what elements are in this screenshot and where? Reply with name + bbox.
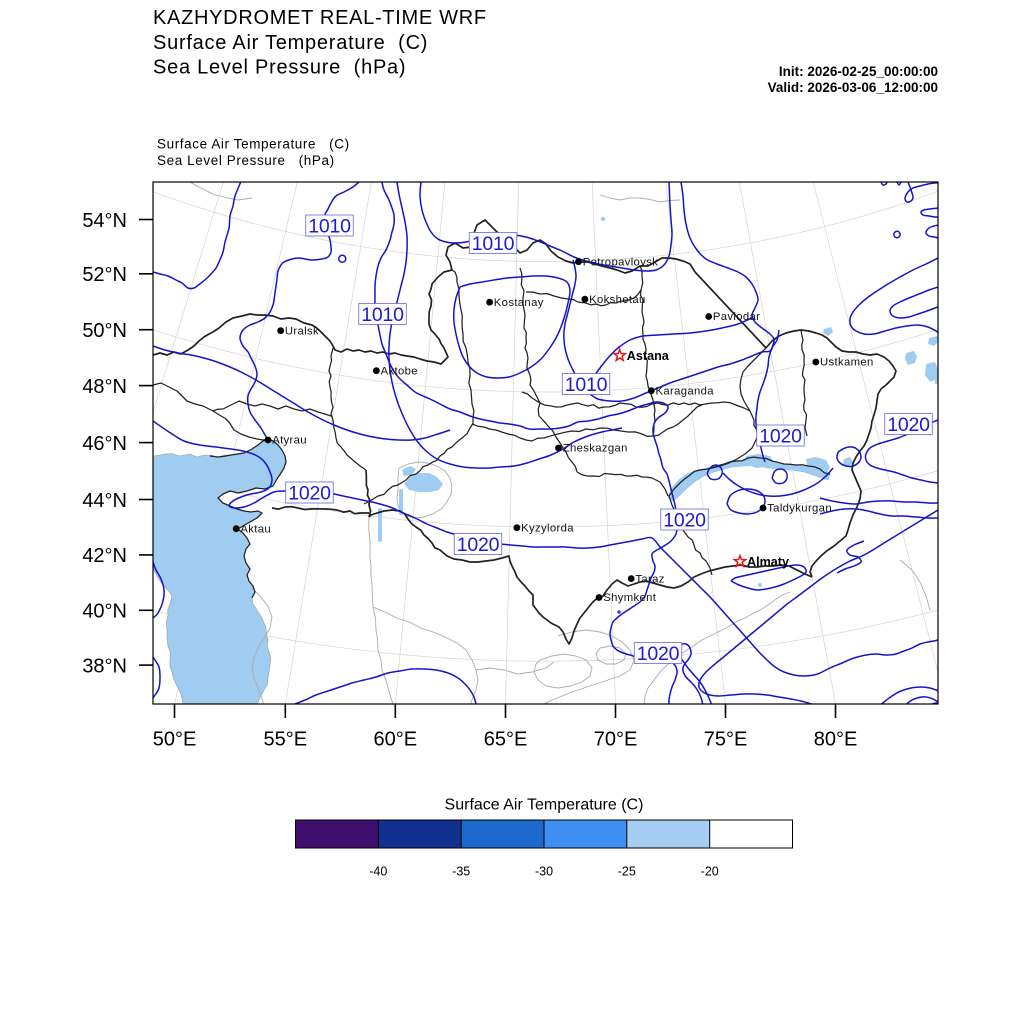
svg-text:-40: -40: [369, 865, 387, 879]
svg-text:1020: 1020: [457, 534, 500, 556]
svg-text:1020: 1020: [663, 510, 706, 532]
svg-text:Zheskazgan: Zheskazgan: [563, 443, 628, 455]
svg-text:46°N: 46°N: [82, 433, 127, 455]
svg-text:1020: 1020: [887, 414, 930, 436]
svg-text:Sea Level Pressure (hPa): Sea Level Pressure (hPa): [153, 57, 406, 79]
svg-text:1010: 1010: [308, 216, 351, 238]
svg-text:Kostanay: Kostanay: [494, 297, 544, 309]
svg-text:Petropavlovsk: Petropavlovsk: [583, 256, 659, 268]
svg-text:44°N: 44°N: [82, 490, 127, 512]
svg-text:Kokshetau: Kokshetau: [589, 294, 646, 306]
svg-text:Uralsk: Uralsk: [285, 325, 319, 337]
svg-text:Shymkent: Shymkent: [603, 592, 657, 604]
svg-text:50°E: 50°E: [153, 729, 197, 751]
svg-text:Init: 2026-02-25_00:00:00: Init: 2026-02-25_00:00:00: [779, 64, 938, 79]
svg-text:Aktau: Aktau: [240, 523, 271, 535]
svg-text:KAZHYDROMET REAL-TIME WRF: KAZHYDROMET REAL-TIME WRF: [153, 7, 487, 29]
svg-text:Surface Air Temperature (C): Surface Air Temperature (C): [445, 797, 644, 814]
svg-text:80°E: 80°E: [814, 729, 858, 751]
svg-text:75°E: 75°E: [704, 729, 748, 751]
svg-text:55°E: 55°E: [264, 729, 308, 751]
svg-text:Astana: Astana: [627, 349, 670, 363]
svg-text:Surface Air Temperature (C): Surface Air Temperature (C): [153, 32, 428, 54]
svg-text:-35: -35: [452, 865, 470, 879]
svg-text:Pavlodar: Pavlodar: [713, 311, 760, 323]
svg-text:40°N: 40°N: [82, 601, 127, 623]
svg-text:Taraz: Taraz: [635, 573, 664, 585]
svg-text:60°E: 60°E: [374, 729, 418, 751]
svg-text:48°N: 48°N: [82, 376, 127, 398]
svg-text:52°N: 52°N: [82, 264, 127, 286]
svg-text:1010: 1010: [472, 233, 515, 255]
svg-text:70°E: 70°E: [594, 729, 638, 751]
svg-text:-30: -30: [535, 865, 553, 879]
svg-text:Taldykurgan: Taldykurgan: [767, 503, 832, 515]
svg-text:Karaganda: Karaganda: [656, 386, 715, 398]
svg-text:Sea Level Pressure (hPa): Sea Level Pressure (hPa): [157, 153, 335, 168]
svg-text:42°N: 42°N: [82, 545, 127, 567]
svg-text:Almaty: Almaty: [747, 555, 789, 569]
svg-text:Kyzylorda: Kyzylorda: [521, 522, 574, 534]
svg-text:1010: 1010: [565, 374, 608, 396]
svg-text:Atyrau: Atyrau: [272, 435, 307, 447]
svg-text:Valid: 2026-03-06_12:00:00: Valid: 2026-03-06_12:00:00: [768, 80, 938, 95]
svg-text:Ustkamen: Ustkamen: [820, 357, 874, 369]
svg-text:-25: -25: [618, 865, 636, 879]
svg-text:1010: 1010: [361, 304, 404, 326]
svg-text:1020: 1020: [288, 483, 331, 505]
svg-text:1020: 1020: [759, 426, 802, 448]
svg-text:1020: 1020: [637, 643, 680, 665]
svg-text:65°E: 65°E: [484, 729, 528, 751]
svg-text:Surface Air Temperature (C): Surface Air Temperature (C): [157, 137, 350, 152]
svg-text:38°N: 38°N: [82, 655, 127, 677]
svg-text:50°N: 50°N: [82, 320, 127, 342]
svg-text:Aktobe: Aktobe: [381, 365, 418, 377]
svg-text:-20: -20: [701, 865, 719, 879]
svg-text:54°N: 54°N: [82, 210, 127, 232]
